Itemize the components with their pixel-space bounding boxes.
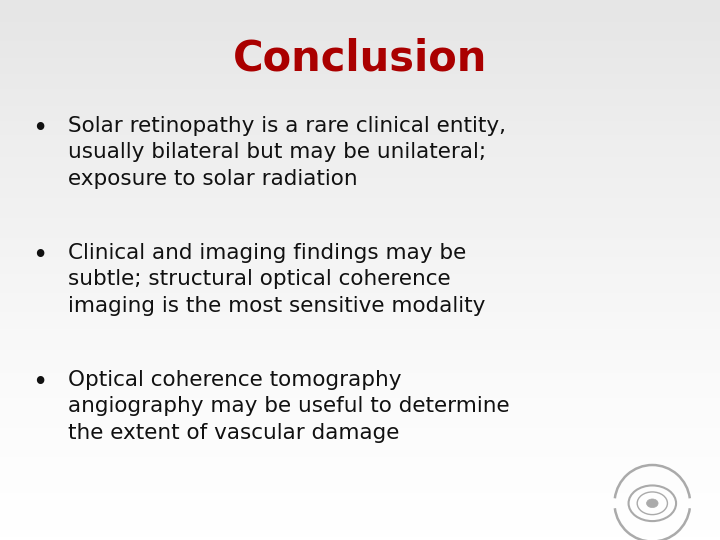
Text: •: • (32, 243, 48, 269)
Text: Solar retinopathy is a rare clinical entity,
usually bilateral but may be unilat: Solar retinopathy is a rare clinical ent… (68, 116, 506, 189)
Circle shape (647, 499, 658, 508)
Text: Clinical and imaging findings may be
subtle; structural optical coherence
imagin: Clinical and imaging findings may be sub… (68, 243, 486, 316)
Text: Conclusion: Conclusion (233, 38, 487, 80)
Text: Optical coherence tomography
angiography may be useful to determine
the extent o: Optical coherence tomography angiography… (68, 370, 510, 443)
Text: •: • (32, 370, 48, 396)
Text: •: • (32, 116, 48, 142)
